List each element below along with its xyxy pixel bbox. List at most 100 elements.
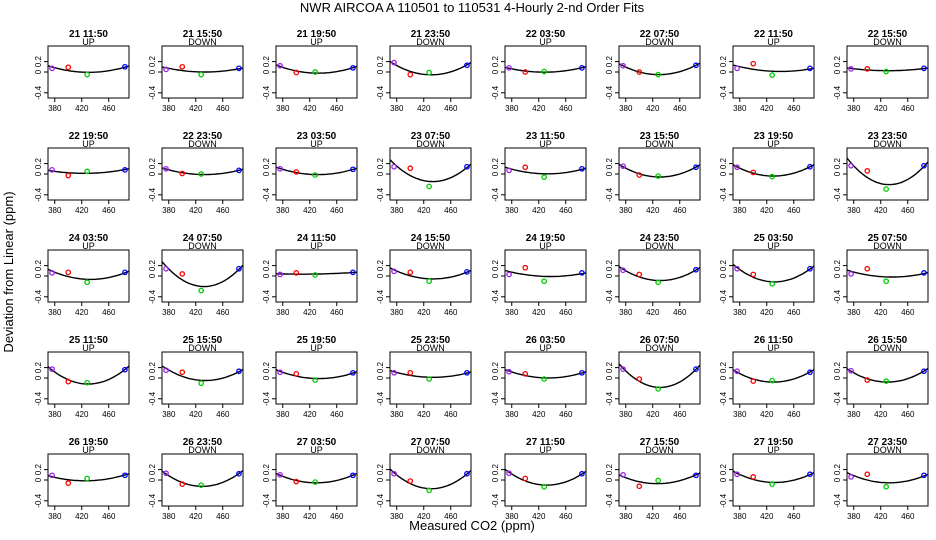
fit-curve bbox=[618, 266, 701, 282]
data-point bbox=[277, 369, 283, 376]
fit-curve bbox=[732, 470, 815, 484]
x-tick-label: 460 bbox=[901, 410, 915, 419]
x-tick-label: 420 bbox=[75, 410, 89, 419]
data-point bbox=[426, 376, 432, 382]
data-point bbox=[236, 470, 242, 477]
panel-title: 25 23:50 bbox=[411, 335, 451, 346]
x-tick-label: 460 bbox=[901, 206, 915, 215]
data-point bbox=[864, 471, 871, 478]
y-tick-label: 0 bbox=[491, 69, 500, 74]
y-tick-label: -0.4 bbox=[34, 493, 43, 507]
panel-frame bbox=[846, 45, 929, 99]
y-tick-label: 0.2 bbox=[262, 361, 271, 373]
panel-frame bbox=[161, 453, 244, 507]
panel-direction: DOWN bbox=[873, 445, 902, 455]
x-tick-label: 460 bbox=[216, 410, 230, 419]
x-tick-label: 420 bbox=[874, 104, 888, 113]
panel-direction: DOWN bbox=[873, 241, 902, 251]
x-tick-label: 380 bbox=[390, 308, 404, 317]
y-tick-label: -0.4 bbox=[376, 85, 385, 99]
x-tick-label: 380 bbox=[619, 512, 633, 521]
panel-frame bbox=[732, 453, 815, 507]
y-tick-label: 0.2 bbox=[605, 55, 614, 67]
x-tick-label: 420 bbox=[417, 512, 431, 521]
data-point bbox=[769, 173, 776, 180]
x-tick-label: 420 bbox=[646, 410, 660, 419]
panel-direction: UP bbox=[767, 139, 780, 149]
x-tick-label: 460 bbox=[330, 410, 344, 419]
y-tick-label: -0.4 bbox=[491, 391, 500, 405]
data-point bbox=[350, 64, 356, 71]
y-tick-label: -0.4 bbox=[491, 289, 500, 303]
x-axis-label: Measured CO2 (ppm) bbox=[409, 518, 535, 533]
data-point bbox=[807, 471, 813, 478]
x-tick-label: 460 bbox=[216, 206, 230, 215]
panel-title: 21 11:50 bbox=[69, 29, 108, 40]
y-tick-label: 0 bbox=[148, 69, 157, 74]
x-tick-label: 420 bbox=[75, 512, 89, 521]
x-tick-label: 460 bbox=[330, 104, 344, 113]
data-point bbox=[506, 167, 512, 174]
panel-title: 25 03:50 bbox=[754, 233, 794, 244]
data-point bbox=[921, 162, 927, 169]
fit-curve bbox=[846, 269, 929, 278]
x-tick-label: 380 bbox=[162, 308, 176, 317]
y-tick-label: 0 bbox=[605, 477, 614, 482]
data-point bbox=[693, 266, 699, 273]
y-tick-label: 0.2 bbox=[605, 361, 614, 373]
panel-frame bbox=[846, 351, 929, 405]
y-tick-label: 0.2 bbox=[148, 157, 157, 169]
data-point bbox=[807, 369, 813, 376]
x-tick-label: 420 bbox=[417, 104, 431, 113]
panel-direction: UP bbox=[767, 241, 780, 251]
y-tick-label: -0.4 bbox=[148, 493, 157, 507]
data-point bbox=[579, 369, 585, 376]
data-point bbox=[391, 369, 397, 376]
y-tick-label: 0 bbox=[833, 69, 842, 74]
y-tick-label: 0 bbox=[262, 273, 271, 278]
y-tick-label: 0 bbox=[262, 171, 271, 176]
data-point bbox=[464, 470, 470, 477]
data-point bbox=[312, 69, 318, 75]
data-point bbox=[807, 163, 813, 170]
x-tick-label: 420 bbox=[75, 206, 89, 215]
data-point bbox=[293, 69, 300, 76]
data-point bbox=[522, 475, 529, 482]
y-tick-label: 0.2 bbox=[719, 157, 728, 169]
panel-frame bbox=[846, 453, 929, 507]
y-tick-label: 0 bbox=[148, 375, 157, 380]
fit-curve bbox=[846, 67, 929, 72]
y-tick-label: -0.4 bbox=[34, 85, 43, 99]
y-tick-label: -0.4 bbox=[605, 391, 614, 405]
data-point bbox=[734, 164, 740, 171]
data-point bbox=[522, 69, 529, 75]
fit-curve bbox=[47, 268, 130, 281]
x-tick-label: 460 bbox=[102, 206, 116, 215]
panel-title: 22 03:50 bbox=[526, 29, 566, 40]
y-tick-label: 0.2 bbox=[376, 259, 385, 271]
panel-direction: UP bbox=[767, 445, 780, 455]
y-tick-label: 0 bbox=[262, 375, 271, 380]
data-point bbox=[163, 165, 169, 172]
x-tick-label: 460 bbox=[102, 308, 116, 317]
y-tick-label: -0.4 bbox=[605, 289, 614, 303]
panel-direction: DOWN bbox=[416, 241, 445, 251]
x-tick-label: 460 bbox=[102, 512, 116, 521]
x-tick-label: 460 bbox=[102, 410, 116, 419]
y-tick-label: 0 bbox=[376, 69, 385, 74]
panel-title: 23 07:50 bbox=[411, 131, 451, 142]
data-point bbox=[236, 167, 242, 174]
y-tick-label: 0.2 bbox=[376, 463, 385, 475]
y-tick-label: -0.4 bbox=[719, 289, 728, 303]
data-point bbox=[921, 368, 927, 375]
x-tick-label: 380 bbox=[847, 308, 861, 317]
